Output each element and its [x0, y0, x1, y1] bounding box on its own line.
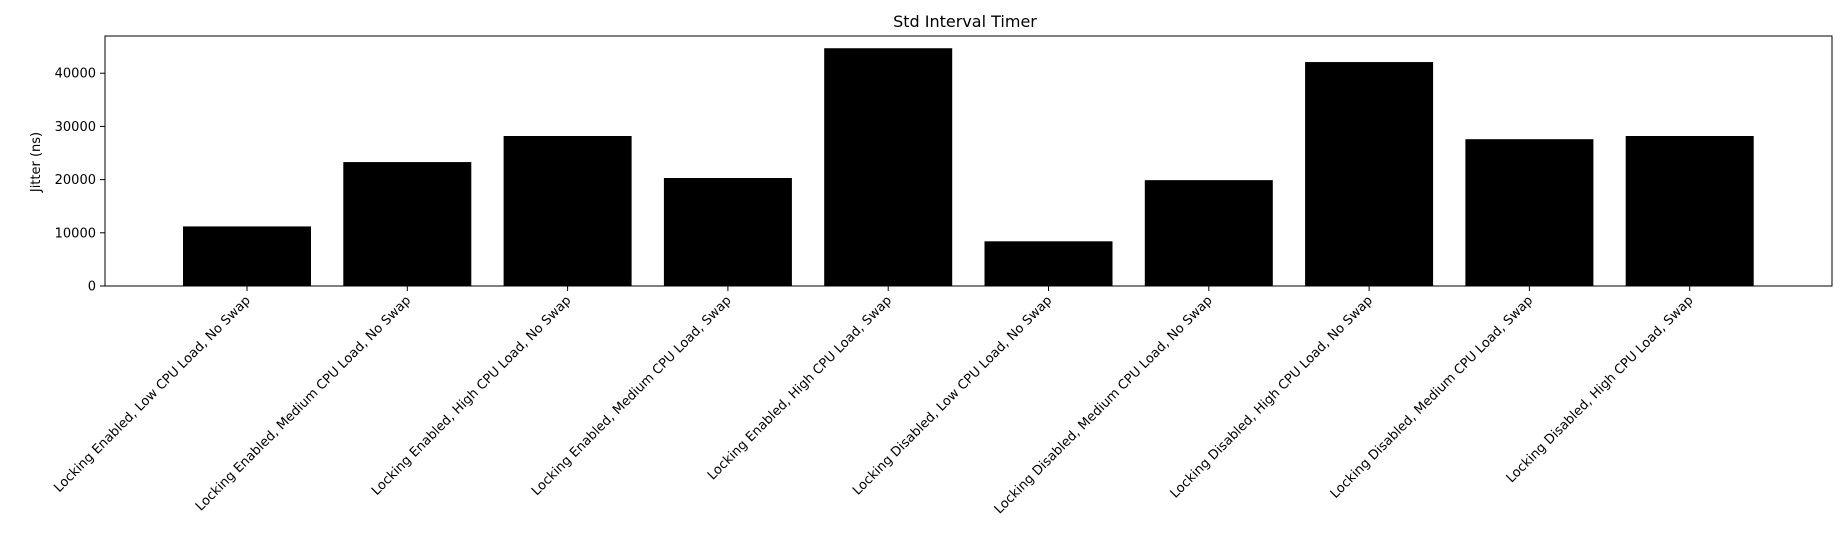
- y-tick-label: 10000: [55, 226, 96, 241]
- y-axis-ticks: 0 10000 20000 30000 40000: [55, 67, 105, 295]
- chart-title: Std Interval Timer: [893, 12, 1037, 31]
- plot-area-frame: [104, 35, 1833, 287]
- y-tick-label: 30000: [55, 120, 96, 135]
- bar: [984, 241, 1113, 286]
- x-category-label: Locking Enabled, Medium CPU Load, Swap: [529, 293, 735, 499]
- x-axis-ticks: Locking Enabled, Low CPU Load, No Swap Lo…: [51, 286, 1697, 517]
- x-category-label: Locking Disabled, High CPU Load, Swap: [1504, 293, 1697, 486]
- bar: [503, 136, 632, 286]
- bars: [183, 48, 1754, 287]
- x-category-label: Locking Enabled, High CPU Load, No Swap: [369, 293, 575, 499]
- x-category-label: Locking Disabled, Low CPU Load, No Swap: [850, 293, 1055, 498]
- x-category-label: Locking Enabled, Low CPU Load, No Swap: [51, 293, 253, 495]
- y-tick-label: 20000: [55, 173, 96, 188]
- y-tick-label: 0: [88, 280, 96, 295]
- bar: [663, 178, 792, 286]
- bar: [343, 162, 472, 286]
- bar: [824, 48, 953, 287]
- bar: [183, 226, 311, 286]
- y-tick-label: 40000: [55, 67, 96, 82]
- bar: [1305, 62, 1434, 287]
- bar: [1465, 139, 1594, 286]
- bar: [1144, 180, 1273, 286]
- x-category-label: Locking Enabled, High CPU Load, Swap: [705, 293, 895, 483]
- x-category-label: Locking Disabled, High CPU Load, No Swap: [1168, 293, 1376, 501]
- y-axis-label: Jitter (ns): [29, 132, 44, 193]
- x-category-label: Locking Disabled, Medium CPU Load, Swap: [1328, 293, 1536, 501]
- bar: [1625, 136, 1754, 286]
